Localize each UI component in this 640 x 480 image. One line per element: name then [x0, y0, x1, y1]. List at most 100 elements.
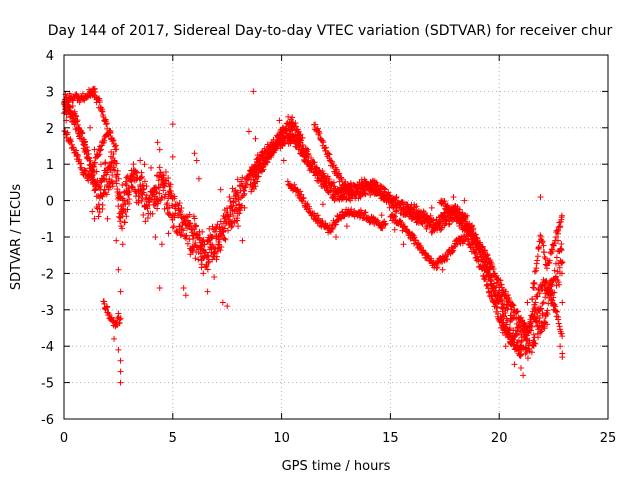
- axis-ticks: 0 5 10 15 20 25 -6 -5 -4 -3 -2 -1 0 1 2 3 4: [41, 49, 616, 446]
- data-point: [470, 226, 477, 233]
- data-point: [324, 173, 331, 180]
- x-tick-label: 20: [491, 431, 508, 446]
- data-point: [333, 166, 340, 173]
- data-point: [95, 201, 102, 208]
- data-point: [338, 176, 345, 183]
- data-point: [91, 146, 98, 153]
- data-point: [537, 232, 544, 239]
- data-point: [250, 176, 257, 183]
- data-point: [103, 120, 110, 127]
- data-point: [206, 225, 213, 232]
- data-point: [103, 121, 110, 128]
- data-point: [536, 314, 543, 321]
- data-point: [530, 331, 537, 338]
- y-tick-label: 1: [46, 158, 54, 173]
- data-point: [113, 160, 120, 167]
- data-point: [544, 307, 551, 314]
- data-point: [234, 176, 241, 183]
- data-point: [559, 299, 566, 306]
- data-point: [130, 161, 137, 168]
- data-point: [227, 203, 234, 210]
- data-point: [517, 365, 524, 372]
- data-point: [234, 217, 241, 224]
- data-point: [91, 93, 98, 100]
- data-point: [487, 288, 494, 295]
- data-point: [543, 278, 550, 285]
- data-point: [74, 152, 81, 159]
- data-point: [177, 208, 184, 215]
- data-point: [251, 180, 258, 187]
- data-point: [441, 198, 448, 205]
- y-tick-label: -1: [41, 231, 54, 246]
- y-tick-label: -4: [41, 340, 54, 355]
- data-point: [95, 152, 102, 159]
- data-point: [283, 127, 290, 134]
- data-point: [111, 335, 118, 342]
- data-point: [108, 314, 115, 321]
- data-point: [484, 252, 491, 259]
- data-point: [76, 156, 83, 163]
- data-point: [401, 223, 408, 230]
- data-point: [433, 265, 440, 272]
- data-point: [156, 146, 163, 153]
- data-point: [326, 151, 333, 158]
- data-point: [546, 257, 553, 264]
- data-point: [141, 185, 148, 192]
- data-point: [393, 194, 400, 201]
- data-point: [558, 240, 565, 247]
- data-point: [235, 196, 242, 203]
- data-point: [528, 349, 535, 356]
- data-point: [450, 193, 457, 200]
- data-point: [109, 183, 116, 190]
- data-point: [204, 266, 211, 273]
- data-point: [303, 147, 310, 154]
- data-point: [91, 159, 98, 166]
- data-point: [109, 138, 116, 145]
- data-point: [536, 290, 543, 297]
- data-point: [417, 242, 424, 249]
- data-point: [415, 240, 422, 247]
- data-point: [412, 237, 419, 244]
- x-tick-label: 5: [169, 431, 177, 446]
- data-point: [95, 213, 102, 220]
- data-point: [531, 268, 538, 275]
- data-point: [485, 285, 492, 292]
- data-point: [251, 179, 258, 186]
- data-point: [241, 204, 248, 211]
- data-point: [89, 208, 96, 215]
- data-point: [221, 225, 228, 232]
- data-point: [167, 187, 174, 194]
- data-point: [205, 258, 212, 265]
- data-point: [219, 299, 226, 306]
- data-point: [224, 212, 231, 219]
- data-point: [479, 265, 486, 272]
- data-point: [148, 164, 155, 171]
- data-point: [200, 255, 207, 262]
- y-tick-label: -6: [41, 413, 54, 428]
- data-point: [201, 241, 208, 248]
- data-point: [469, 222, 476, 229]
- data-point: [299, 141, 306, 148]
- data-point: [165, 230, 172, 237]
- data-point: [193, 222, 200, 229]
- data-point: [427, 212, 434, 219]
- data-point: [154, 139, 161, 146]
- data-point: [162, 191, 169, 198]
- data-point: [558, 260, 565, 267]
- data-point: [64, 129, 71, 136]
- data-point: [182, 292, 189, 299]
- data-point: [539, 300, 546, 307]
- data-point: [510, 302, 517, 309]
- data-point: [143, 183, 150, 190]
- data-point: [78, 160, 85, 167]
- data-point: [274, 139, 281, 146]
- data-point: [107, 130, 114, 137]
- data-point: [117, 315, 124, 322]
- data-point: [228, 224, 235, 231]
- chart-title: Day 144 of 2017, Sidereal Day-to-day VTE…: [48, 23, 613, 39]
- data-point: [535, 244, 542, 251]
- data-point: [230, 212, 237, 219]
- data-point: [103, 191, 110, 198]
- data-point: [328, 226, 335, 233]
